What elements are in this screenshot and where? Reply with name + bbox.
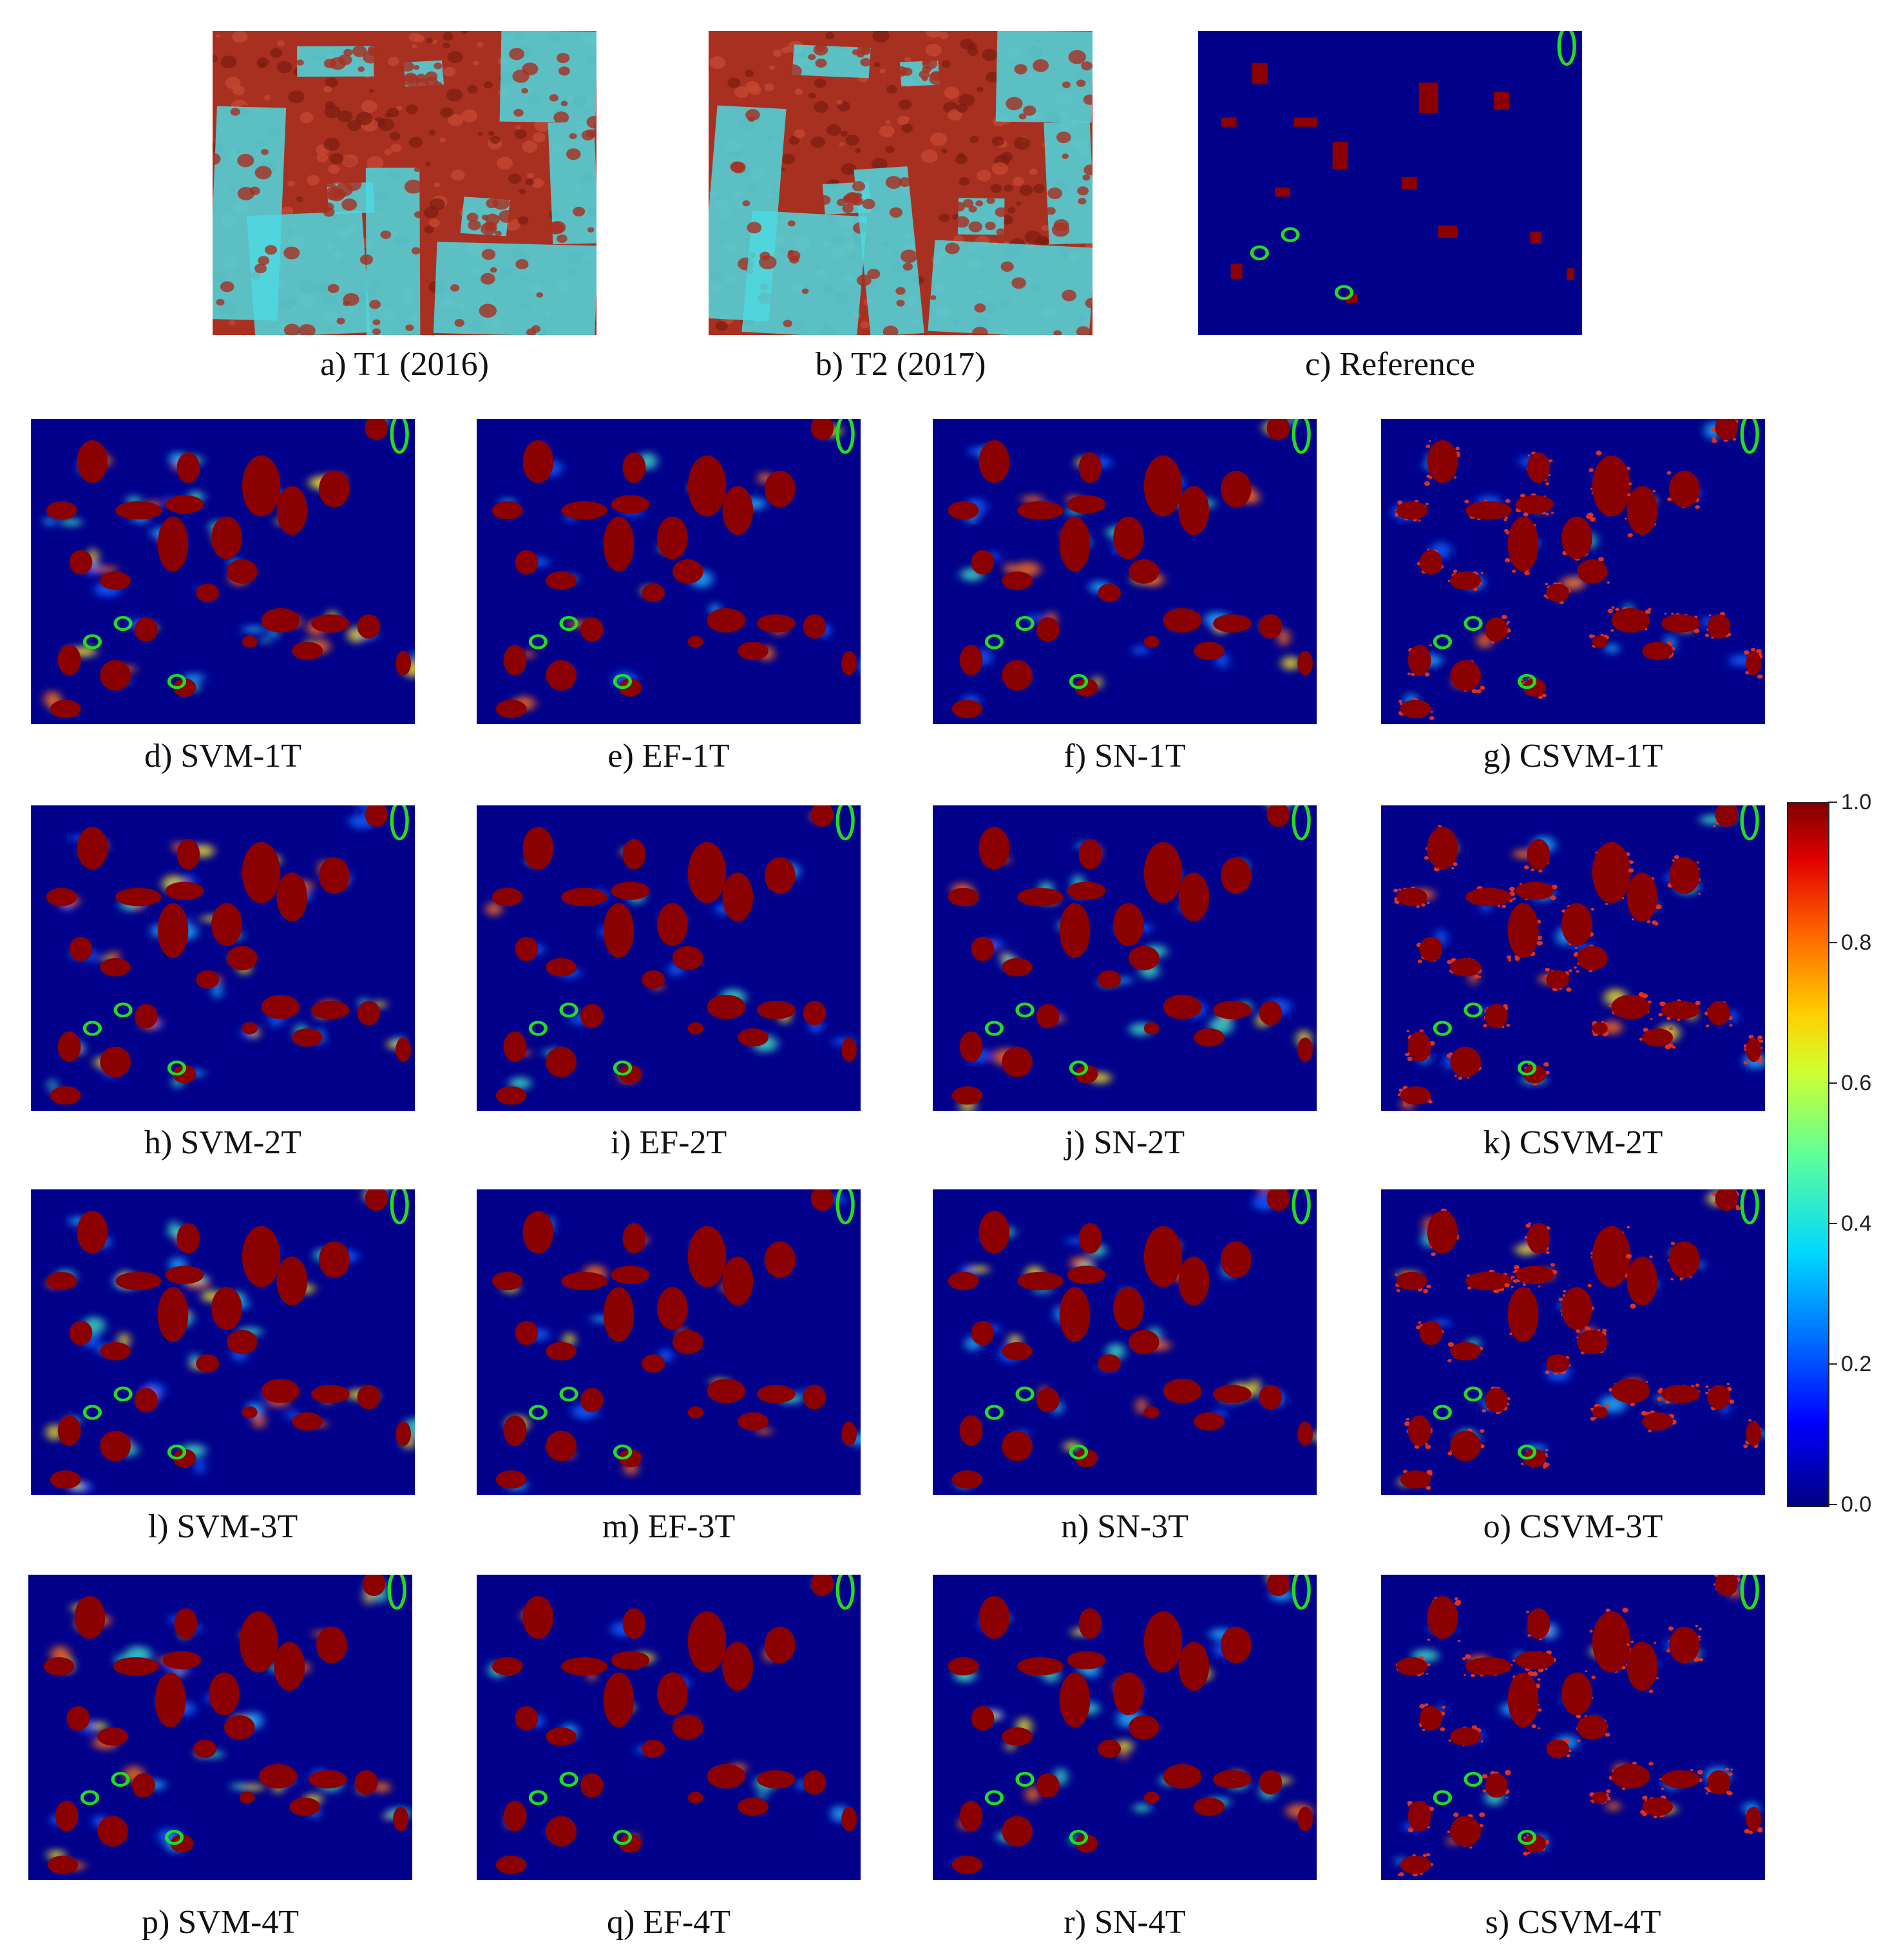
caption-k: k) CSVM-2T — [1483, 1124, 1663, 1161]
caption-i: i) EF-2T — [610, 1124, 727, 1161]
caption-a: a) T1 (2016) — [320, 346, 489, 383]
panel-l-image — [31, 1189, 415, 1495]
colorbar-tick-label: 0.8 — [1841, 930, 1872, 955]
panel-d-image — [31, 419, 415, 724]
caption-f: f) SN-1T — [1064, 738, 1186, 774]
caption-b: b) T2 (2017) — [815, 346, 986, 383]
panel-j-image — [933, 805, 1317, 1111]
panel-a-image — [213, 31, 596, 335]
panel-h-image — [31, 805, 415, 1111]
caption-r: r) SN-4T — [1064, 1904, 1186, 1941]
panel-e-image — [477, 419, 861, 724]
caption-l: l) SVM-3T — [148, 1508, 298, 1545]
panel-m-image — [477, 1189, 861, 1495]
colorbar-tick-label: 0.4 — [1841, 1211, 1872, 1236]
panel-q-image — [477, 1575, 861, 1880]
caption-h: h) SVM-2T — [144, 1124, 302, 1161]
panel-s-image — [1381, 1575, 1765, 1880]
panel-p-image — [28, 1575, 412, 1880]
colorbar-tick-label: 0.0 — [1841, 1492, 1872, 1517]
colorbar — [1787, 802, 1829, 1507]
panel-c-image — [1198, 31, 1582, 335]
panel-r-image — [933, 1575, 1317, 1880]
caption-j: j) SN-2T — [1064, 1124, 1185, 1161]
colorbar-tick — [1828, 1223, 1837, 1224]
panel-o-image — [1381, 1189, 1765, 1495]
caption-e: e) EF-1T — [607, 738, 730, 774]
caption-o: o) CSVM-3T — [1483, 1508, 1663, 1545]
caption-g: g) CSVM-1T — [1483, 738, 1663, 774]
panel-f-image — [933, 419, 1317, 724]
colorbar-tick — [1828, 942, 1837, 943]
panel-g-image — [1381, 419, 1765, 724]
colorbar-tick — [1828, 802, 1837, 803]
colorbar-tick — [1828, 1363, 1837, 1365]
colorbar-tick-label: 1.0 — [1841, 790, 1872, 814]
caption-c: c) Reference — [1304, 346, 1476, 383]
caption-m: m) EF-3T — [602, 1508, 736, 1545]
panel-i-image — [477, 805, 861, 1111]
colorbar-tick — [1828, 1082, 1837, 1084]
colorbar-tick-label: 0.6 — [1841, 1071, 1872, 1095]
caption-p: p) SVM-4T — [141, 1904, 300, 1941]
caption-q: q) EF-4T — [606, 1904, 731, 1941]
panel-n-image — [933, 1189, 1317, 1495]
caption-n: n) SN-3T — [1061, 1508, 1188, 1545]
caption-s: s) CSVM-4T — [1485, 1904, 1661, 1941]
caption-d: d) SVM-1T — [144, 738, 302, 774]
colorbar-tick-label: 0.2 — [1841, 1352, 1872, 1376]
panel-k-image — [1381, 805, 1765, 1111]
panel-b-image — [709, 31, 1093, 335]
colorbar-tick — [1828, 1504, 1837, 1505]
